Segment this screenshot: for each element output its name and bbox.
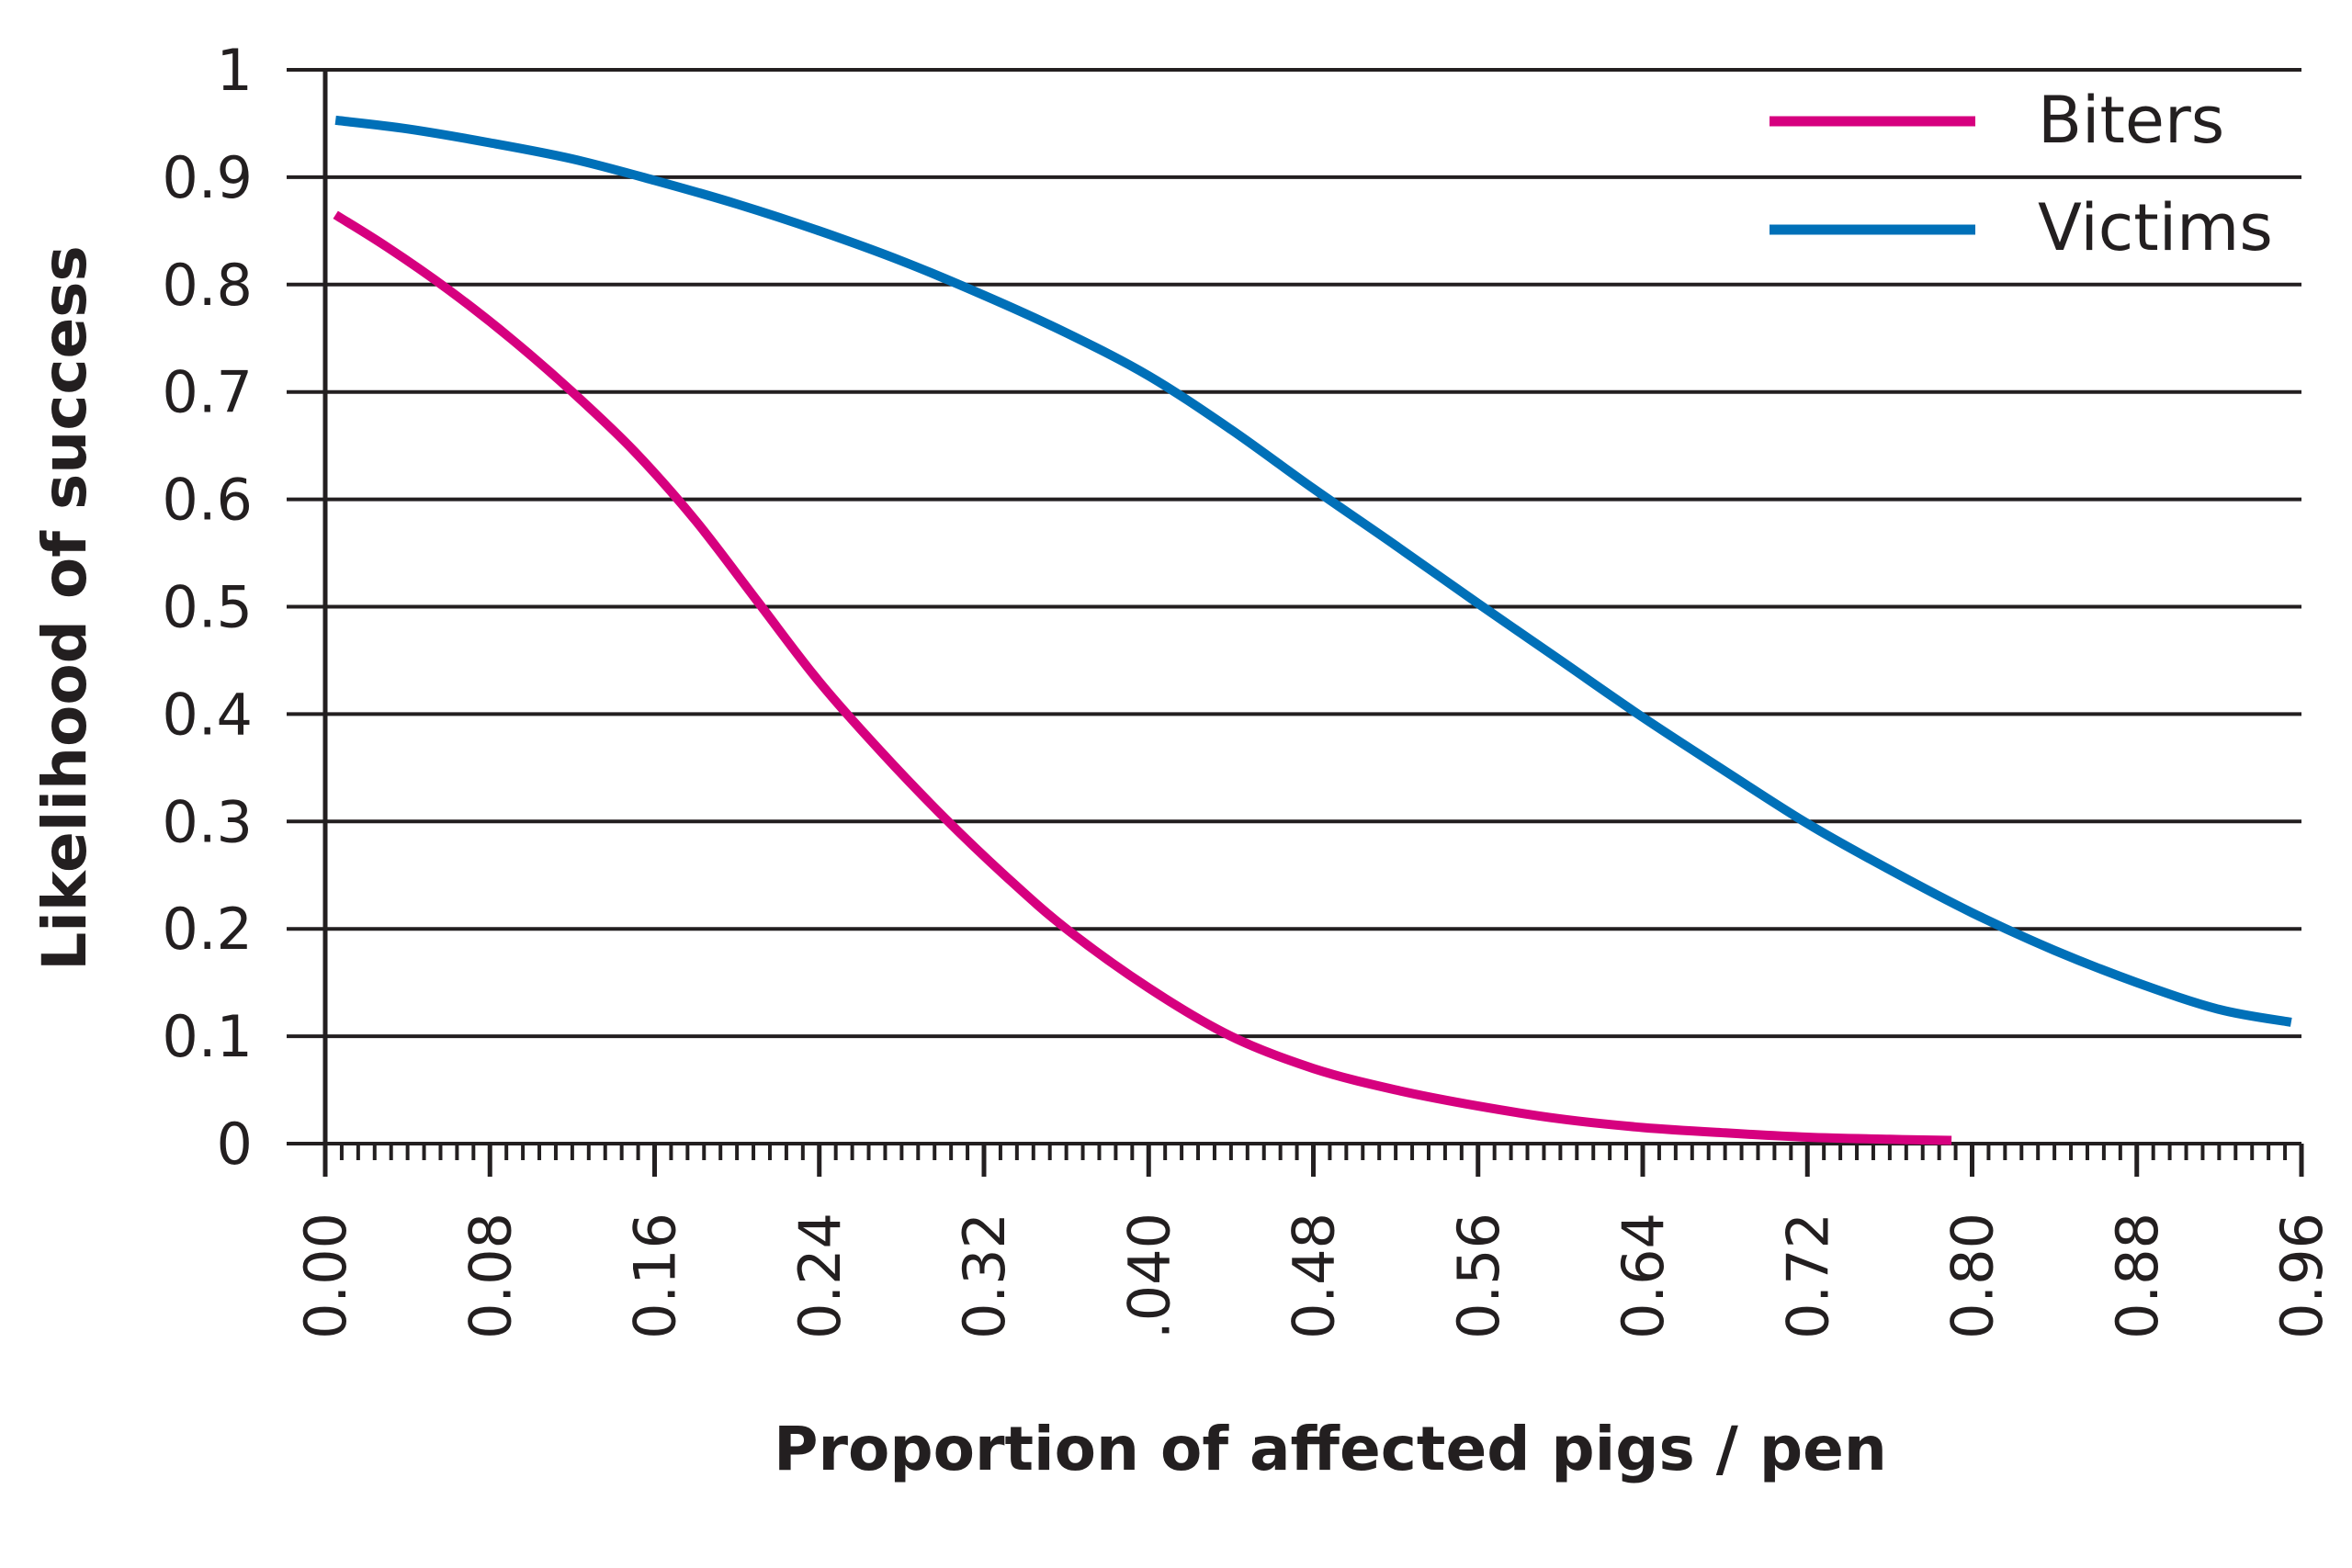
x-tick-label-1: 0.08	[457, 1213, 524, 1339]
y-tick-label-1: 0.1	[162, 1003, 253, 1070]
y-tick-label-8: 0.8	[162, 252, 253, 319]
y-tick-label-4: 0.4	[162, 681, 253, 748]
series-line-victims	[334, 115, 2292, 1027]
tick-labels: 0 0.1 0.2 0.3 0.4 0.5 0.6 0.7 0.8 0.9 1 0.00 0.08 0.1…	[162, 37, 2335, 1339]
y-tick-label-9: 0.9	[162, 144, 253, 211]
x-tick-label-2: 0.16	[622, 1213, 689, 1339]
legend-label-biters: Biters	[2038, 83, 2224, 158]
series-lines	[333, 115, 2292, 1145]
x-tick-label-7: 0.56	[1445, 1213, 1512, 1339]
y-tick-label-3: 0.3	[162, 788, 253, 855]
x-tick-label-5: .040	[1115, 1213, 1182, 1339]
y-tick-label-5: 0.5	[162, 574, 253, 641]
y-tick-label-2: 0.2	[162, 896, 253, 963]
y-tick-label-10: 1	[217, 37, 253, 104]
y-tick-label-6: 0.6	[162, 467, 253, 534]
x-tick-label-12: 0.96	[2268, 1213, 2335, 1339]
x-tick-label-10: 0.80	[1939, 1213, 2007, 1339]
legend-label-victims: Victims	[2038, 190, 2273, 265]
y-tick-label-7: 0.7	[162, 359, 253, 426]
x-tick-label-3: 0.24	[786, 1213, 854, 1339]
series-line-biters	[333, 210, 1952, 1145]
x-tick-label-9: 0.72	[1774, 1213, 1841, 1339]
axes	[322, 68, 2304, 1177]
x-tick-label-8: 0.64	[1610, 1213, 1677, 1339]
x-tick-label-6: 0.48	[1281, 1213, 1348, 1339]
y-tick-label-0: 0	[217, 1111, 253, 1178]
x-tick-label-0: 0.00	[292, 1213, 359, 1339]
legend: Biters Victims	[1770, 83, 2273, 265]
y-axis-title: Likelihood of success	[29, 245, 100, 971]
x-tick-label-4: 0.32	[951, 1213, 1018, 1339]
gridlines	[287, 68, 2301, 1145]
x-axis-title: Proportion of affected pigs / pen	[774, 1414, 1887, 1484]
x-tick-label-11: 0.88	[2104, 1213, 2171, 1339]
